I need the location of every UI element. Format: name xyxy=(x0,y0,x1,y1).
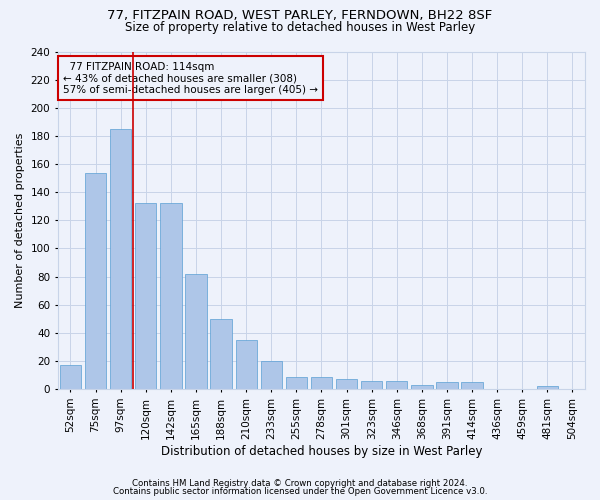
Bar xyxy=(211,319,232,389)
Bar xyxy=(461,382,483,389)
Bar xyxy=(135,204,157,389)
Bar xyxy=(411,385,433,389)
Bar xyxy=(60,366,81,389)
Bar xyxy=(85,172,106,389)
X-axis label: Distribution of detached houses by size in West Parley: Distribution of detached houses by size … xyxy=(161,444,482,458)
Bar xyxy=(185,274,206,389)
Y-axis label: Number of detached properties: Number of detached properties xyxy=(15,132,25,308)
Bar xyxy=(361,380,382,389)
Bar xyxy=(236,340,257,389)
Text: 77 FITZPAIN ROAD: 114sqm
← 43% of detached houses are smaller (308)
57% of semi-: 77 FITZPAIN ROAD: 114sqm ← 43% of detach… xyxy=(63,62,318,95)
Bar xyxy=(436,382,458,389)
Bar xyxy=(536,386,558,389)
Text: Contains HM Land Registry data © Crown copyright and database right 2024.: Contains HM Land Registry data © Crown c… xyxy=(132,478,468,488)
Bar xyxy=(160,204,182,389)
Text: Contains public sector information licensed under the Open Government Licence v3: Contains public sector information licen… xyxy=(113,487,487,496)
Bar xyxy=(260,361,282,389)
Bar xyxy=(336,380,357,389)
Bar xyxy=(311,376,332,389)
Bar xyxy=(386,380,407,389)
Text: 77, FITZPAIN ROAD, WEST PARLEY, FERNDOWN, BH22 8SF: 77, FITZPAIN ROAD, WEST PARLEY, FERNDOWN… xyxy=(107,9,493,22)
Bar xyxy=(286,376,307,389)
Text: Size of property relative to detached houses in West Parley: Size of property relative to detached ho… xyxy=(125,21,475,34)
Bar xyxy=(110,129,131,389)
